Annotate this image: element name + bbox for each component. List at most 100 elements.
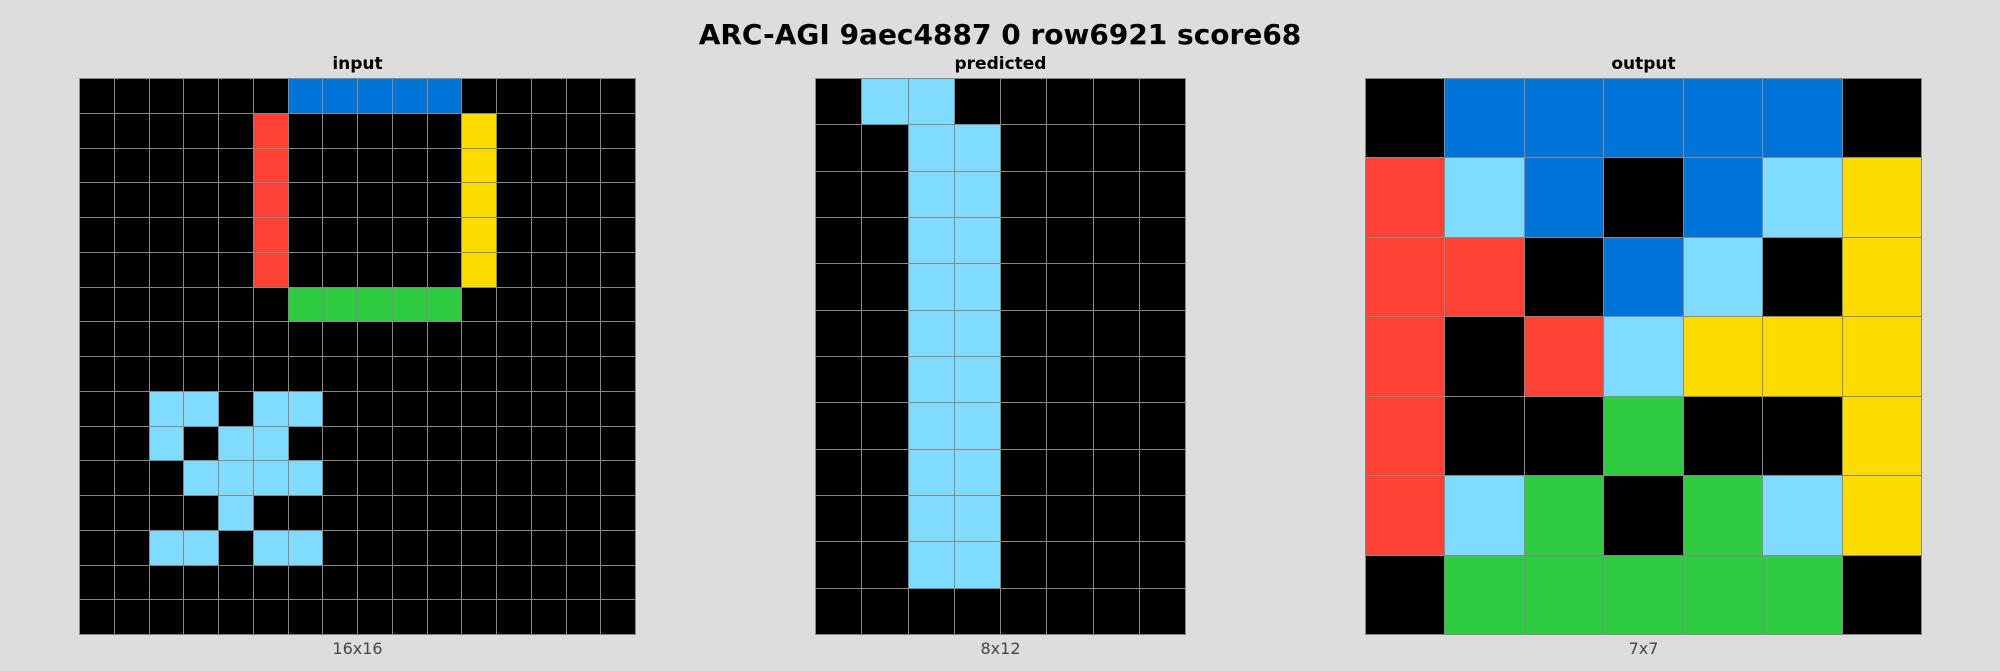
output-cell-r1-c6 xyxy=(1842,158,1921,237)
predicted-cell-r1-c5 xyxy=(1047,125,1093,171)
input-cell-r2-c0 xyxy=(80,148,114,183)
input-cell-r12-c8 xyxy=(358,496,392,530)
output-cell-r6-c4 xyxy=(1683,555,1763,634)
input-cell-r2-c2 xyxy=(149,148,184,183)
predicted-cell-r11-c0 xyxy=(816,588,862,634)
input-cell-r0-c13 xyxy=(531,79,566,113)
predicted-cell-r0-c7 xyxy=(1139,79,1185,125)
output-cell-r2-c3 xyxy=(1604,237,1683,317)
input-cell-r15-c15 xyxy=(601,600,635,634)
output-cell-r0-c6 xyxy=(1842,79,1921,158)
input-cell-r11-c11 xyxy=(462,461,496,495)
input-cell-r5-c13 xyxy=(531,252,566,287)
input-cell-r11-c7 xyxy=(323,461,357,495)
input-cell-r3-c12 xyxy=(497,183,531,217)
input-cell-r7-c9 xyxy=(392,322,427,356)
input-cell-r4-c9 xyxy=(392,218,427,252)
input-cell-r11-c1 xyxy=(114,461,149,495)
predicted-cell-r2-c5 xyxy=(1047,171,1093,217)
input-cell-r15-c9 xyxy=(392,600,427,634)
input-cell-r12-c14 xyxy=(566,496,601,530)
input-cell-r15-c14 xyxy=(566,600,601,634)
input-cell-r12-c3 xyxy=(184,496,218,530)
input-cell-r11-c2 xyxy=(149,461,184,495)
input-cell-r1-c9 xyxy=(392,113,427,148)
input-cell-r5-c11 xyxy=(462,252,496,287)
input-grid xyxy=(79,78,636,635)
input-cell-r14-c12 xyxy=(497,565,531,600)
output-cell-r5-c2 xyxy=(1524,476,1604,555)
input-cell-r1-c13 xyxy=(531,113,566,148)
input-cell-r14-c15 xyxy=(601,565,635,600)
output-cell-r2-c6 xyxy=(1842,237,1921,317)
input-cell-r4-c10 xyxy=(427,218,462,252)
input-cell-r2-c10 xyxy=(427,148,462,183)
input-cell-r0-c15 xyxy=(601,79,635,113)
input-cell-r6-c13 xyxy=(531,287,566,322)
input-cell-r12-c10 xyxy=(427,496,462,530)
input-cell-r11-c9 xyxy=(392,461,427,495)
input-cell-r7-c0 xyxy=(80,322,114,356)
input-cell-r4-c1 xyxy=(114,218,149,252)
predicted-cell-r6-c3 xyxy=(954,356,1000,403)
input-cell-r8-c0 xyxy=(80,357,114,391)
predicted-cell-r9-c7 xyxy=(1139,495,1185,542)
input-cell-r1-c11 xyxy=(462,113,496,148)
output-cell-r6-c5 xyxy=(1763,555,1842,634)
predicted-cell-r8-c4 xyxy=(1001,449,1047,495)
input-cell-r7-c3 xyxy=(184,322,218,356)
predicted-cell-r6-c0 xyxy=(816,356,862,403)
predicted-cell-r9-c2 xyxy=(908,495,954,542)
predicted-panel-label: predicted xyxy=(954,54,1047,74)
input-cell-r7-c6 xyxy=(288,322,323,356)
predicted-cell-r0-c1 xyxy=(862,79,908,125)
input-cell-r1-c1 xyxy=(114,113,149,148)
input-cell-r0-c12 xyxy=(497,79,531,113)
input-cell-r11-c15 xyxy=(601,461,635,495)
input-cell-r1-c14 xyxy=(566,113,601,148)
input-cell-r9-c2 xyxy=(149,391,184,426)
input-cell-r6-c11 xyxy=(462,287,496,322)
input-cell-r6-c2 xyxy=(149,287,184,322)
input-cell-r9-c15 xyxy=(601,391,635,426)
input-cell-r3-c4 xyxy=(219,183,253,217)
input-cell-r13-c10 xyxy=(427,530,462,565)
input-cell-r10-c3 xyxy=(184,426,218,461)
input-cell-r2-c5 xyxy=(253,148,288,183)
input-cell-r5-c4 xyxy=(219,252,253,287)
predicted-cell-r2-c1 xyxy=(862,171,908,217)
input-cell-r11-c10 xyxy=(427,461,462,495)
input-cell-r9-c12 xyxy=(497,391,531,426)
predicted-cell-r10-c1 xyxy=(862,542,908,588)
predicted-cell-r7-c7 xyxy=(1139,403,1185,449)
input-cell-r11-c8 xyxy=(358,461,392,495)
predicted-cell-r3-c5 xyxy=(1047,217,1093,264)
input-cell-r13-c5 xyxy=(253,530,288,565)
input-cell-r7-c13 xyxy=(531,322,566,356)
output-grid xyxy=(1365,78,1922,635)
input-cell-r4-c8 xyxy=(358,218,392,252)
output-cell-r5-c6 xyxy=(1842,476,1921,555)
input-cell-r14-c14 xyxy=(566,565,601,600)
predicted-cell-r6-c2 xyxy=(908,356,954,403)
output-cell-r5-c3 xyxy=(1604,476,1683,555)
input-cell-r4-c11 xyxy=(462,218,496,252)
input-cell-r3-c1 xyxy=(114,183,149,217)
input-cell-r8-c10 xyxy=(427,357,462,391)
input-cell-r5-c15 xyxy=(601,252,635,287)
input-cell-r0-c4 xyxy=(219,79,253,113)
predicted-cell-r5-c5 xyxy=(1047,310,1093,356)
input-cell-r10-c10 xyxy=(427,426,462,461)
predicted-cell-r1-c4 xyxy=(1001,125,1047,171)
predicted-cell-r1-c2 xyxy=(908,125,954,171)
input-cell-r9-c8 xyxy=(358,391,392,426)
predicted-cell-r7-c3 xyxy=(954,403,1000,449)
input-cell-r7-c10 xyxy=(427,322,462,356)
input-cell-r9-c11 xyxy=(462,391,496,426)
input-cell-r5-c10 xyxy=(427,252,462,287)
input-cell-r3-c2 xyxy=(149,183,184,217)
input-cell-r15-c13 xyxy=(531,600,566,634)
input-cell-r12-c0 xyxy=(80,496,114,530)
predicted-cell-r2-c0 xyxy=(816,171,862,217)
input-cell-r7-c11 xyxy=(462,322,496,356)
